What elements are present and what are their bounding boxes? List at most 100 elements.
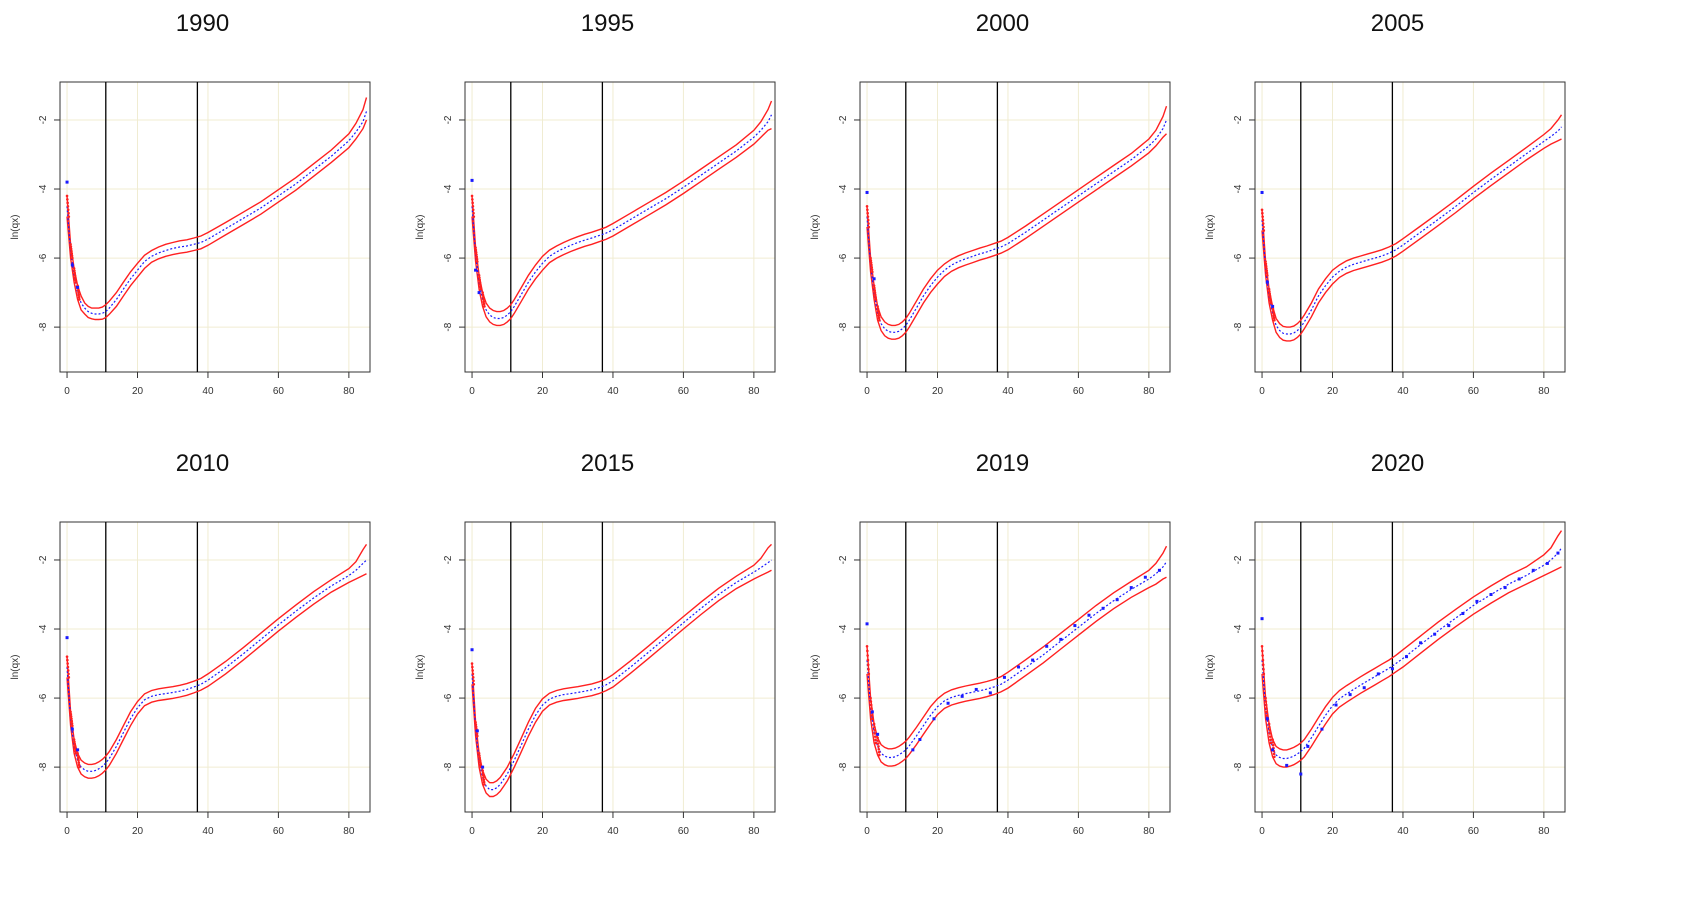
band-point xyxy=(1268,292,1271,296)
chart-title: 2000 xyxy=(975,10,1030,37)
y-tick-label: -4 xyxy=(38,624,49,633)
band-point xyxy=(876,309,880,313)
band-point xyxy=(70,722,74,725)
series-line-fit xyxy=(66,111,368,315)
band-point xyxy=(71,724,74,727)
band-point xyxy=(1273,755,1276,759)
observed-point xyxy=(1334,703,1338,707)
band-point xyxy=(66,201,69,205)
observed-point xyxy=(1461,611,1465,615)
x-tick-label: 40 xyxy=(1397,386,1409,397)
observed-point xyxy=(1404,655,1408,659)
series-line-fit xyxy=(66,559,367,772)
band-point xyxy=(867,225,871,229)
band-point xyxy=(1264,696,1267,700)
band-point xyxy=(76,754,80,757)
band-point xyxy=(474,251,478,254)
x-tick-label: 40 xyxy=(202,826,214,837)
band-point xyxy=(870,714,874,717)
plot-frame xyxy=(464,521,776,813)
observed-point xyxy=(1087,613,1091,617)
band-point xyxy=(478,754,481,757)
observed-point xyxy=(1129,586,1133,590)
band-point xyxy=(1262,225,1265,229)
band-point xyxy=(475,255,479,259)
observed-point xyxy=(477,291,481,295)
band-point xyxy=(867,672,871,676)
band-point xyxy=(1261,222,1265,225)
observed-point xyxy=(1362,686,1366,690)
band-point xyxy=(77,763,81,767)
observed-point xyxy=(1115,598,1119,602)
x-tick-label: 0 xyxy=(469,826,475,837)
band-point xyxy=(873,725,876,729)
observed-point xyxy=(1073,624,1077,628)
band-point xyxy=(471,204,475,208)
band-point xyxy=(1262,668,1265,671)
band-point xyxy=(67,676,71,679)
observed-point xyxy=(1031,658,1035,662)
y-tick-label: -8 xyxy=(1233,322,1244,331)
band-point xyxy=(470,194,474,198)
y-tick-label: -2 xyxy=(38,115,49,124)
chart-title: 2005 xyxy=(1370,10,1425,37)
band-point xyxy=(482,302,486,306)
y-axis-label: ln(qx) xyxy=(10,654,21,679)
y-tick-label: -6 xyxy=(38,693,49,702)
y-tick-label: -6 xyxy=(838,693,849,702)
x-tick-label: 40 xyxy=(1002,826,1014,837)
band-point xyxy=(70,717,73,721)
band-point xyxy=(1261,218,1265,222)
band-point xyxy=(472,215,476,218)
observed-point xyxy=(1447,624,1451,628)
band-point xyxy=(876,307,880,311)
band-point xyxy=(866,663,870,666)
chart-panel-2019: 2019 0 20 40 60 80 -2 -4 -6 -8 ln(qx) xyxy=(800,440,1205,870)
band-point xyxy=(76,752,79,755)
band-point xyxy=(71,256,74,260)
band-point xyxy=(1261,663,1265,666)
observed-point xyxy=(872,277,876,281)
observed-point xyxy=(946,701,950,705)
band-point xyxy=(1261,211,1264,215)
band-point xyxy=(1268,732,1272,735)
band-point xyxy=(474,725,478,729)
band-point xyxy=(73,740,76,744)
y-tick-label: -4 xyxy=(838,184,849,193)
observed-point xyxy=(1017,665,1021,669)
observed-point xyxy=(470,648,474,652)
band-point xyxy=(1269,299,1272,302)
x-tick-label: 80 xyxy=(748,386,760,397)
band-point xyxy=(69,715,73,718)
band-point xyxy=(76,288,80,292)
observed-point xyxy=(974,687,978,691)
band-point xyxy=(471,201,474,205)
observed-point xyxy=(1260,617,1264,621)
plot-frame xyxy=(1254,81,1566,373)
band-point xyxy=(475,732,479,736)
band-point xyxy=(1268,290,1271,293)
band-point xyxy=(869,696,872,700)
band-point xyxy=(1273,318,1276,322)
band-point xyxy=(479,763,482,767)
band-point xyxy=(1264,260,1267,263)
band-point xyxy=(478,761,482,764)
band-point xyxy=(69,710,72,714)
band-point xyxy=(869,259,873,262)
band-point xyxy=(1262,672,1266,676)
line-plot: 0 20 40 60 80 -2 -4 -6 -8 ln(qx) xyxy=(1205,81,1566,397)
observed-point xyxy=(76,285,80,289)
y-tick-label: -8 xyxy=(38,762,49,771)
band-point xyxy=(472,682,476,686)
band-point xyxy=(476,260,479,263)
x-tick-label: 0 xyxy=(1259,826,1265,837)
observed-point xyxy=(988,691,992,695)
band-point xyxy=(471,208,475,212)
observed-point xyxy=(1101,606,1105,610)
band-point xyxy=(471,676,475,679)
observed-point xyxy=(470,178,474,182)
chart-title: 2010 xyxy=(175,450,230,477)
x-tick-label: 60 xyxy=(678,826,690,837)
series-line-upper xyxy=(866,545,1168,750)
x-tick-label: 40 xyxy=(1002,386,1014,397)
